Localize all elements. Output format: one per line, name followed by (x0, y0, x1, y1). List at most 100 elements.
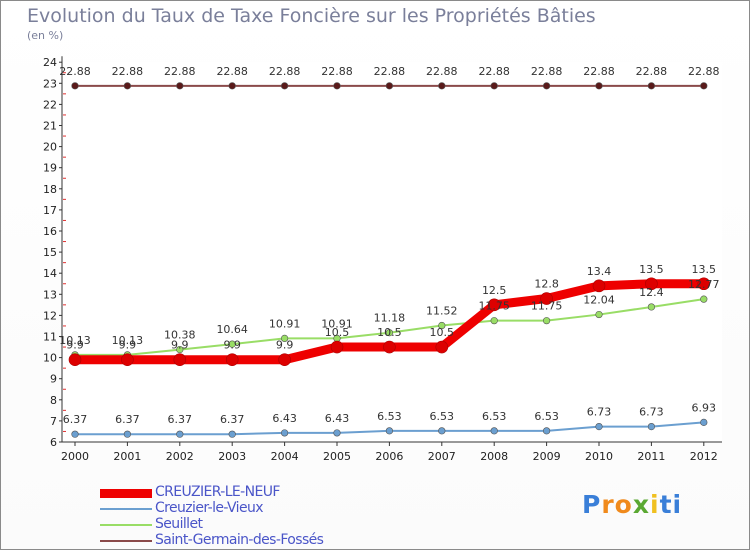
data-point (228, 340, 236, 348)
data-label: 6.43 (272, 412, 297, 425)
data-label: 10.64 (216, 323, 248, 336)
data-label: 11.75 (531, 300, 563, 313)
y-tick-label: 17 (43, 204, 57, 217)
data-point (176, 82, 184, 90)
data-label: 12.77 (688, 278, 720, 291)
data-point (278, 353, 291, 367)
legend-label: Creuzier-le-Vieux (155, 500, 264, 516)
data-label: 9.9 (171, 339, 189, 352)
data-point (173, 353, 187, 367)
x-tick-label: 2000 (61, 450, 89, 463)
data-point (490, 82, 498, 90)
data-label: 9.9 (223, 339, 241, 352)
data-point (697, 277, 711, 291)
data-point (71, 82, 79, 90)
data-label: 22.88 (636, 65, 668, 78)
legend-label: Saint-Germain-des-Fossés (155, 532, 324, 548)
data-point (123, 430, 131, 438)
data-point (330, 340, 344, 354)
legend-item: CREUZIER-LE-NEUF (100, 484, 380, 501)
data-point (595, 422, 603, 431)
data-label: 9.9 (276, 339, 294, 352)
data-label: 12.8 (534, 278, 559, 291)
data-label: 22.88 (321, 65, 353, 78)
axes: 6 7 8 9 10 11 12 13 14 15 16 17 18 19 20 21 22 23 24 2000 20… (43, 56, 722, 463)
data-point (228, 82, 236, 90)
data-point (647, 303, 656, 311)
data-label: 10.91 (269, 317, 301, 330)
data-point (281, 429, 289, 437)
data-point (540, 292, 553, 305)
data-label: 13.5 (639, 263, 664, 276)
legend-item: Creuzier-le-Vieux (100, 500, 380, 517)
data-label: 6.53 (377, 410, 402, 423)
data-point (542, 82, 551, 90)
data-label: 22.88 (59, 65, 91, 78)
data-point (71, 430, 79, 438)
data-label: 6.73 (587, 406, 612, 419)
data-point (647, 422, 656, 431)
data-point (333, 82, 341, 90)
x-tick-label: 2011 (637, 450, 665, 463)
y-tick-label: 11 (43, 331, 57, 344)
y-tick-label: 23 (43, 77, 57, 90)
x-tick-label: 2005 (323, 450, 351, 463)
x-tick-label: 2008 (480, 450, 508, 463)
logo-letter: t (659, 490, 673, 519)
data-point (647, 82, 656, 90)
data-label: 22.88 (374, 65, 406, 78)
data-label: 22.88 (531, 65, 563, 78)
data-label: 11.18 (374, 312, 406, 325)
data-point (385, 427, 394, 435)
y-tick-label: 15 (43, 246, 57, 259)
data-point (176, 345, 184, 354)
data-point (438, 321, 446, 330)
y-tick-label: 6 (50, 436, 57, 449)
x-tick-label: 2002 (166, 450, 194, 463)
y-tick-label: 12 (43, 309, 57, 322)
data-label: 22.88 (164, 65, 196, 78)
y-tick-label: 13 (43, 288, 57, 301)
data-label: 6.37 (63, 413, 88, 426)
legend-swatch (100, 488, 152, 498)
data-point (592, 279, 606, 293)
data-point (435, 340, 449, 354)
y-tick-label: 22 (43, 98, 57, 111)
data-label: 22.88 (478, 65, 510, 78)
chart-unit: (en %) (27, 29, 64, 42)
data-point (438, 427, 446, 435)
y-tick-label: 8 (50, 394, 57, 407)
y-tick-label: 19 (43, 162, 57, 175)
x-tick-label: 2007 (428, 450, 456, 463)
data-label: 10.5 (430, 326, 455, 339)
x-tick-label: 2006 (375, 450, 403, 463)
data-label: 10.91 (321, 317, 353, 330)
y-tick-label: 20 (43, 141, 57, 154)
data-point (487, 298, 501, 312)
data-label: 11.75 (478, 300, 510, 313)
data-label: 6.53 (430, 410, 455, 423)
legend: CREUZIER-LE-NEUF Creuzier-le-Vieux Seuille… (100, 484, 380, 549)
data-point (595, 82, 603, 90)
y-tick-label: 18 (43, 183, 57, 196)
chart-title: Evolution du Taux de Taxe Foncière sur l… (27, 5, 596, 27)
x-tick-label: 2004 (271, 450, 299, 463)
data-label: 6.93 (692, 401, 717, 414)
data-label: 6.53 (482, 410, 507, 423)
logo-letter: i (650, 490, 660, 519)
legend-item: Seuillet (100, 516, 380, 533)
data-label: 13.5 (692, 263, 717, 276)
y-tick-label: 10 (43, 352, 57, 365)
data-label: 22.88 (112, 65, 144, 78)
x-tick-label: 2012 (690, 450, 718, 463)
data-label: 22.88 (426, 65, 458, 78)
data-label: 10.5 (377, 326, 402, 339)
data-label: 22.88 (269, 65, 301, 78)
y-tick-label: 16 (43, 225, 57, 238)
logo-letter: r (601, 490, 615, 519)
data-point (645, 277, 658, 291)
data-point (595, 310, 603, 319)
data-point (225, 353, 239, 367)
data-point (542, 317, 551, 325)
data-point (281, 334, 289, 342)
